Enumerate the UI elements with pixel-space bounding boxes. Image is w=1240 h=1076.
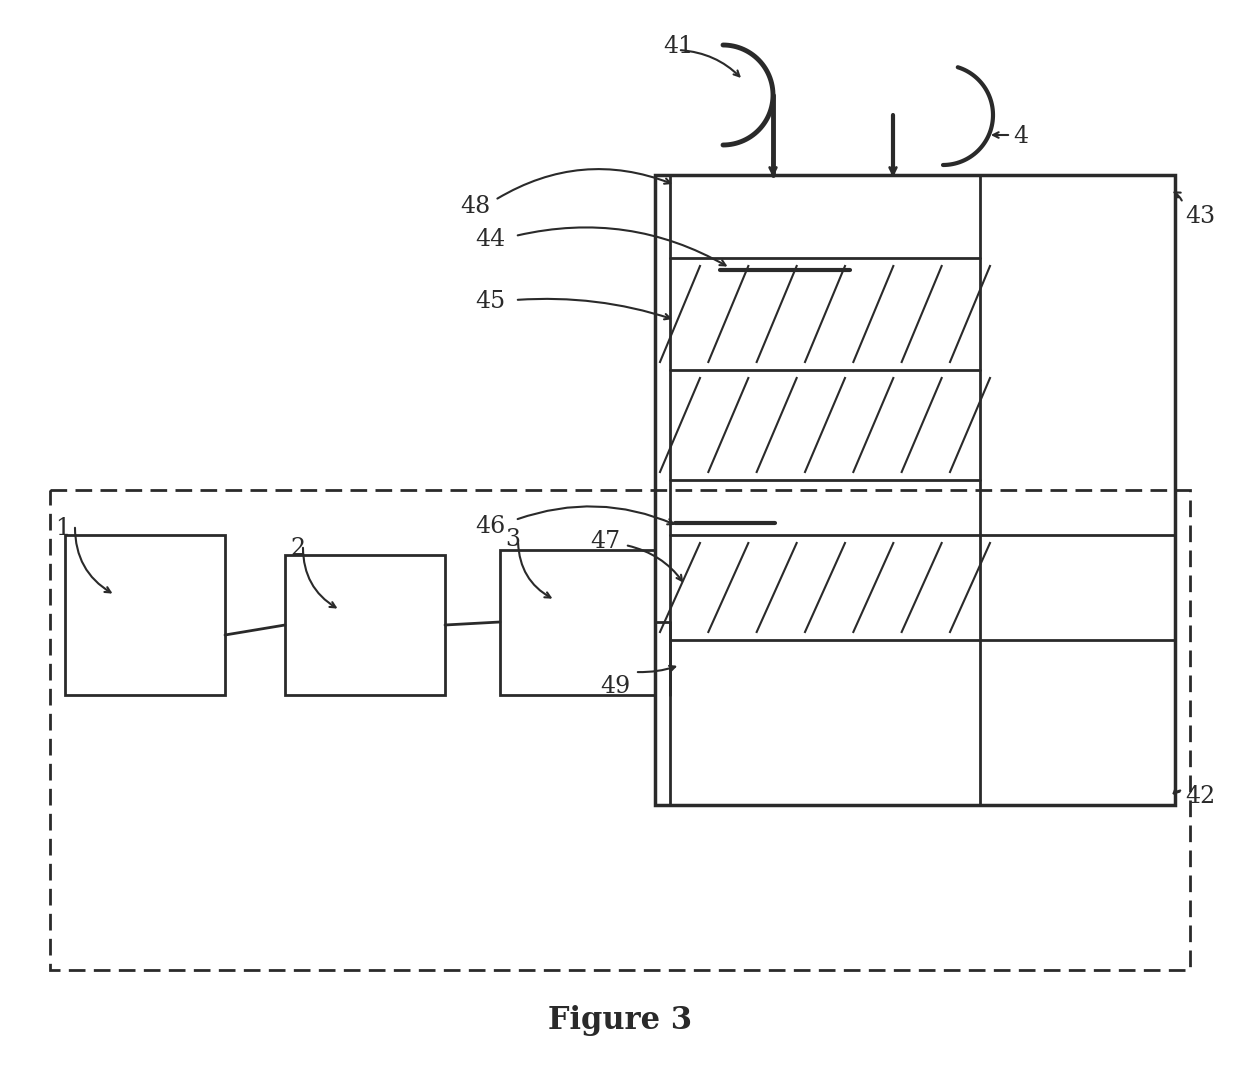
Text: 2: 2 bbox=[290, 537, 305, 560]
Bar bbox=[285, 555, 445, 695]
Text: 42: 42 bbox=[1185, 785, 1215, 808]
Text: 46: 46 bbox=[475, 515, 505, 538]
Text: 49: 49 bbox=[600, 675, 630, 698]
Text: 1: 1 bbox=[55, 516, 71, 540]
Text: 48: 48 bbox=[460, 195, 490, 218]
Bar bbox=[655, 175, 1176, 805]
Text: 47: 47 bbox=[590, 530, 620, 553]
Bar bbox=[670, 175, 980, 805]
Text: 43: 43 bbox=[1185, 206, 1215, 228]
Text: 4: 4 bbox=[1013, 125, 1028, 148]
Bar bbox=[500, 550, 655, 695]
Text: 41: 41 bbox=[663, 36, 693, 58]
Text: 3: 3 bbox=[505, 528, 520, 551]
Bar bbox=[64, 535, 224, 695]
Bar bbox=[50, 490, 1190, 969]
Text: 44: 44 bbox=[475, 228, 505, 251]
Text: 45: 45 bbox=[475, 291, 505, 313]
Text: Figure 3: Figure 3 bbox=[548, 1005, 692, 1035]
